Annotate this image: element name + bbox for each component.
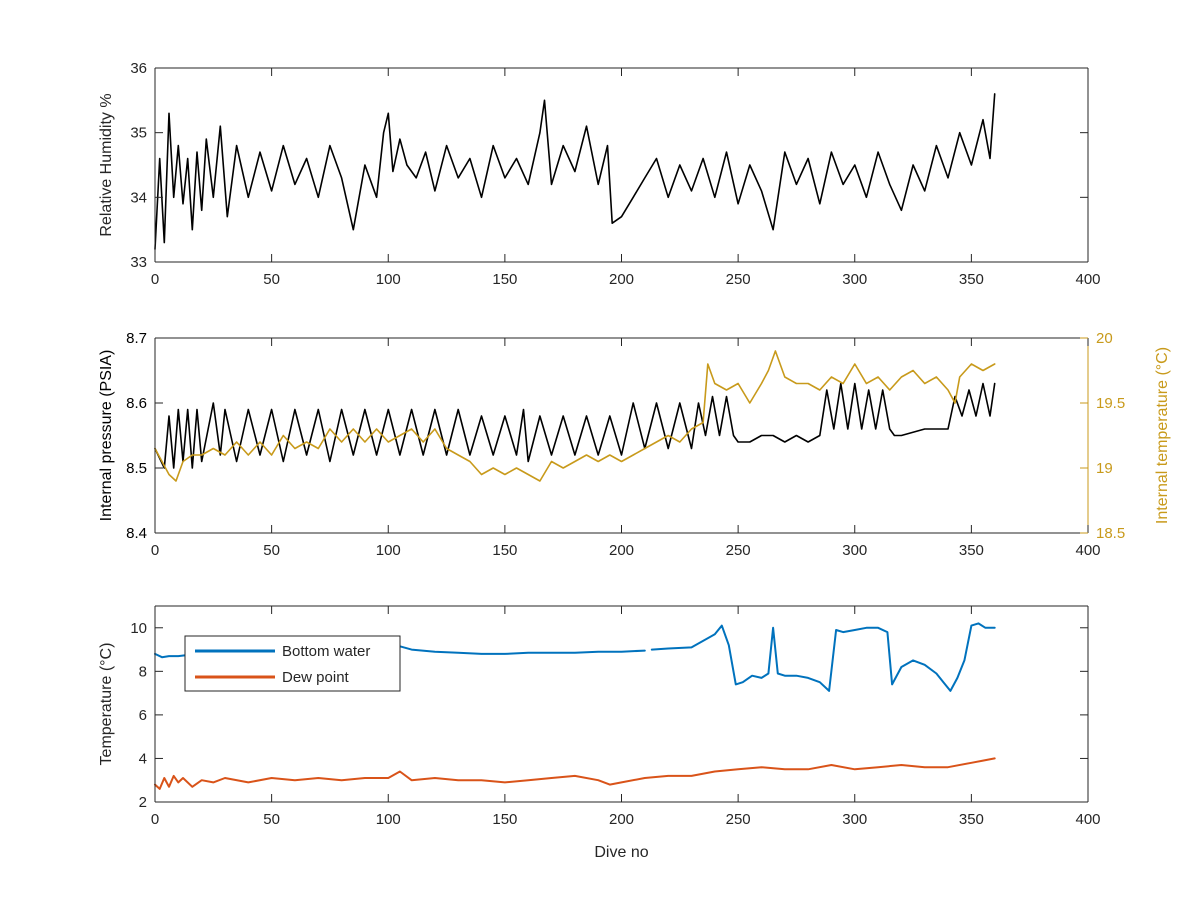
x-tick-label: 100: [376, 271, 401, 288]
x-tick-label: 150: [492, 811, 517, 828]
y-right-tick-label: 18.5: [1096, 525, 1125, 542]
x-tick-label: 200: [609, 542, 634, 559]
x-tick-label: 50: [263, 271, 280, 288]
y-axis-label: Temperature (°C): [98, 643, 115, 766]
series-line-2-1: [154, 382, 996, 469]
x-tick-label: 100: [376, 542, 401, 559]
x-tick-label: 300: [842, 542, 867, 559]
y-axis-label: Relative Humidity %: [98, 93, 115, 236]
y-tick-label: 8.4: [126, 525, 147, 542]
y-tick-label: 6: [139, 707, 147, 724]
panel-3: 0 50 100 150 200 250 300 350 400 2 4 6 8 10 Temperatur…: [98, 605, 1101, 861]
x-tick-label: 350: [959, 542, 984, 559]
y-tick-label: 2: [139, 794, 147, 811]
y-right-tick-label: 19: [1096, 460, 1113, 477]
series-line-1-1: [154, 93, 996, 250]
y-tick-label: 35: [130, 125, 147, 142]
legend-box: [184, 635, 401, 692]
x-tick-label: 300: [842, 271, 867, 288]
legend-label: Bottom water: [282, 643, 370, 660]
x-tick-label: 300: [842, 811, 867, 828]
x-tick-label: 50: [263, 811, 280, 828]
legend: Bottom water Dew point: [184, 635, 401, 692]
x-tick-label: 200: [609, 811, 634, 828]
x-tick-label: 50: [263, 542, 280, 559]
panel-1: 0 50 100 150 200 250 300 350 400 33 34 35 36 Relative…: [98, 60, 1101, 288]
panel-2: 0 50 100 150 200 250 300 350 400 8.4 8.5 8.6 8.7 18.5…: [98, 330, 1171, 559]
y-tick-label: 8: [139, 663, 147, 680]
x-tick-label: 250: [726, 542, 751, 559]
y-tick-label: 36: [130, 60, 147, 77]
y-tick-label: 8.6: [126, 395, 147, 412]
series-line-dew-point: [154, 757, 996, 790]
x-tick-label: 0: [151, 542, 159, 559]
x-tick-label: 0: [151, 811, 159, 828]
x-tick-label: 400: [1075, 811, 1100, 828]
y-tick-label: 33: [130, 254, 147, 271]
series-line-2-2: [154, 350, 996, 482]
y-right-axis-label: Internal temperature (°C): [1154, 347, 1171, 524]
x-tick-label: 150: [492, 542, 517, 559]
x-tick-label: 400: [1075, 271, 1100, 288]
x-tick-label: 400: [1075, 542, 1100, 559]
x-tick-label: 200: [609, 271, 634, 288]
y-tick-label: 10: [130, 620, 147, 637]
y-tick-label: 4: [139, 750, 147, 767]
y-right-tick-label: 19.5: [1096, 395, 1125, 412]
x-tick-label: 150: [492, 271, 517, 288]
x-tick-label: 250: [726, 811, 751, 828]
y-axis-label: Internal pressure (PSIA): [98, 350, 115, 522]
x-axis-label: Dive no: [594, 844, 648, 861]
y-tick-label: 8.5: [126, 460, 147, 477]
x-tick-label: 350: [959, 811, 984, 828]
legend-label: Dew point: [282, 669, 350, 686]
x-tick-label: 350: [959, 271, 984, 288]
x-tick-label: 250: [726, 271, 751, 288]
y-tick-label: 34: [130, 189, 147, 206]
y-tick-label: 8.7: [126, 330, 147, 347]
y-right-tick-label: 20: [1096, 330, 1113, 347]
x-tick-label: 100: [376, 811, 401, 828]
x-tick-label: 0: [151, 271, 159, 288]
